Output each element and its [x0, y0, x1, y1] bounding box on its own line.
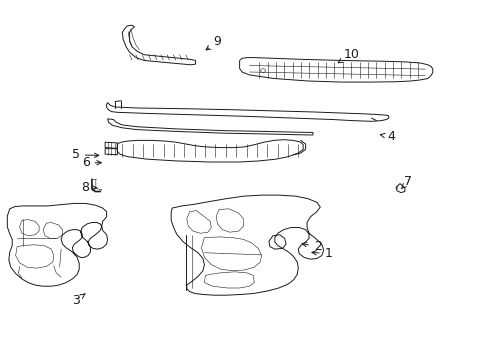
- Text: 3: 3: [72, 294, 85, 307]
- Text: 1: 1: [311, 247, 332, 260]
- Text: 4: 4: [380, 130, 394, 143]
- Text: 8: 8: [81, 181, 97, 194]
- Text: 9: 9: [205, 35, 221, 50]
- Text: 5: 5: [72, 148, 99, 161]
- Text: 10: 10: [338, 48, 359, 63]
- Text: 6: 6: [81, 156, 101, 169]
- Text: 7: 7: [401, 175, 411, 189]
- Text: 2: 2: [302, 240, 321, 253]
